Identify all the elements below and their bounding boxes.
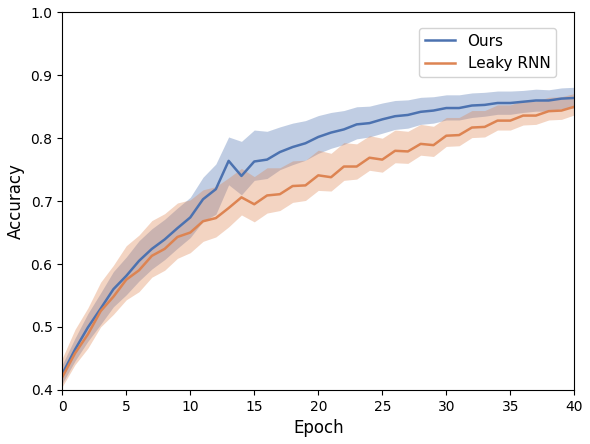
Ours xyxy=(327,130,335,135)
Leaky RNN xyxy=(404,149,411,154)
Ours xyxy=(302,141,309,146)
Legend: Ours, Leaky RNN: Ours, Leaky RNN xyxy=(419,28,556,78)
Ours xyxy=(468,103,476,108)
Ours xyxy=(353,122,360,127)
Ours xyxy=(520,99,527,104)
Line: Ours: Ours xyxy=(62,98,574,374)
Leaky RNN xyxy=(520,113,527,118)
Leaky RNN xyxy=(251,202,258,207)
Leaky RNN xyxy=(289,183,296,189)
Leaky RNN xyxy=(468,125,476,130)
Ours xyxy=(442,105,450,111)
Leaky RNN xyxy=(71,351,78,356)
Leaky RNN xyxy=(314,173,322,178)
Leaky RNN xyxy=(97,309,104,314)
Leaky RNN xyxy=(58,375,65,380)
Ours xyxy=(545,98,552,103)
Ours xyxy=(225,158,232,163)
Ours xyxy=(212,186,219,192)
Ours xyxy=(481,102,489,107)
Leaky RNN xyxy=(148,253,155,258)
Ours xyxy=(251,159,258,164)
Ours xyxy=(289,144,296,150)
Leaky RNN xyxy=(379,157,386,162)
Leaky RNN xyxy=(340,164,348,169)
Leaky RNN xyxy=(481,124,489,130)
Ours xyxy=(123,274,130,279)
Leaky RNN xyxy=(84,332,91,337)
Ours xyxy=(148,246,155,252)
Leaky RNN xyxy=(417,141,424,147)
Leaky RNN xyxy=(238,194,245,200)
Leaky RNN xyxy=(174,234,181,240)
Ours xyxy=(532,98,539,103)
Ours xyxy=(58,371,65,377)
Ours xyxy=(238,173,245,178)
Ours xyxy=(430,108,437,113)
Leaky RNN xyxy=(276,191,283,197)
Leaky RNN xyxy=(136,268,143,273)
Ours xyxy=(340,127,348,132)
Leaky RNN xyxy=(571,104,578,109)
Ours xyxy=(571,95,578,101)
Ours xyxy=(417,109,424,115)
Leaky RNN xyxy=(494,118,501,123)
Ours xyxy=(455,105,463,111)
Ours xyxy=(366,120,373,126)
Line: Leaky RNN: Leaky RNN xyxy=(62,107,574,377)
Leaky RNN xyxy=(161,246,168,252)
Leaky RNN xyxy=(545,108,552,114)
Ours xyxy=(392,114,399,119)
Ours xyxy=(136,258,143,264)
Leaky RNN xyxy=(392,148,399,154)
Ours xyxy=(186,215,194,220)
Leaky RNN xyxy=(532,113,539,118)
Leaky RNN xyxy=(507,118,514,123)
Ours xyxy=(199,197,206,202)
Ours xyxy=(507,100,514,106)
Y-axis label: Accuracy: Accuracy xyxy=(7,163,25,239)
Leaky RNN xyxy=(442,133,450,139)
Ours xyxy=(494,100,501,106)
Ours xyxy=(161,237,168,242)
Ours xyxy=(174,226,181,231)
Leaky RNN xyxy=(302,183,309,188)
Ours xyxy=(276,149,283,155)
Leaky RNN xyxy=(366,155,373,160)
Leaky RNN xyxy=(430,143,437,148)
Ours xyxy=(97,306,104,311)
Leaky RNN xyxy=(327,174,335,180)
Ours xyxy=(264,157,271,162)
Leaky RNN xyxy=(186,230,194,235)
Ours xyxy=(314,134,322,139)
X-axis label: Epoch: Epoch xyxy=(293,419,343,437)
Leaky RNN xyxy=(558,108,565,113)
Ours xyxy=(558,96,565,101)
Leaky RNN xyxy=(455,132,463,138)
Leaky RNN xyxy=(123,277,130,282)
Leaky RNN xyxy=(212,215,219,221)
Leaky RNN xyxy=(225,206,232,211)
Leaky RNN xyxy=(353,164,360,169)
Ours xyxy=(404,112,411,118)
Leaky RNN xyxy=(264,193,271,198)
Ours xyxy=(84,325,91,330)
Leaky RNN xyxy=(199,218,206,224)
Ours xyxy=(71,347,78,352)
Ours xyxy=(379,117,386,122)
Leaky RNN xyxy=(110,294,117,299)
Ours xyxy=(110,286,117,292)
